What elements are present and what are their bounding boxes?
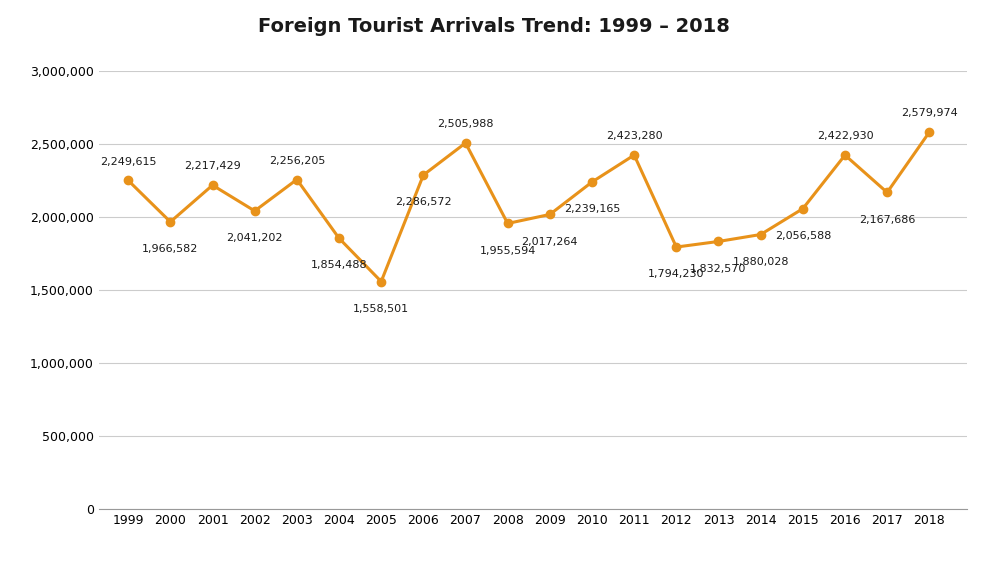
Text: 1,794,230: 1,794,230 [648, 269, 704, 279]
Text: 2,423,280: 2,423,280 [605, 131, 662, 141]
Text: 1,880,028: 1,880,028 [732, 257, 788, 267]
Text: 2,256,205: 2,256,205 [268, 156, 324, 166]
Text: 2,422,930: 2,422,930 [815, 131, 873, 142]
Text: 1,854,488: 1,854,488 [311, 260, 367, 271]
Text: 2,286,572: 2,286,572 [394, 198, 452, 207]
Text: 2,505,988: 2,505,988 [437, 119, 493, 129]
Text: 2,579,974: 2,579,974 [900, 108, 956, 118]
Text: 1,955,594: 1,955,594 [479, 246, 535, 256]
Text: 2,041,202: 2,041,202 [226, 233, 283, 243]
Text: 1,558,501: 1,558,501 [353, 304, 409, 314]
Text: 2,056,588: 2,056,588 [774, 231, 830, 241]
Text: 2,017,264: 2,017,264 [521, 237, 578, 247]
Text: 1,966,582: 1,966,582 [142, 244, 198, 254]
Text: 2,249,615: 2,249,615 [100, 157, 157, 166]
Text: 1,832,570: 1,832,570 [689, 264, 746, 274]
Text: 2,167,686: 2,167,686 [858, 215, 914, 225]
Text: 2,239,165: 2,239,165 [563, 204, 619, 214]
Text: 2,217,429: 2,217,429 [184, 161, 241, 171]
Text: Foreign Tourist Arrivals Trend: 1999 – 2018: Foreign Tourist Arrivals Trend: 1999 – 2… [257, 18, 729, 36]
